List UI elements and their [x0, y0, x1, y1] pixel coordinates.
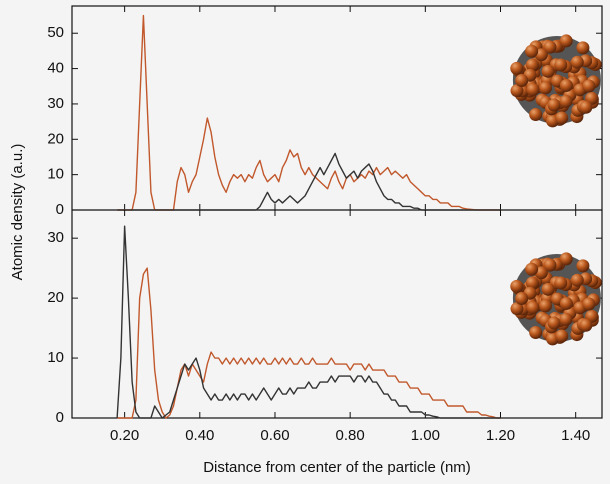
particle-atom	[526, 83, 540, 97]
particle-atom	[525, 276, 539, 290]
particle-atom	[555, 111, 569, 125]
particle-atom	[570, 55, 584, 69]
particle-atom	[576, 259, 590, 273]
particle-atom	[579, 318, 593, 332]
x-tick-label: 1.20	[486, 427, 515, 444]
particle-atom	[510, 84, 524, 98]
particle-atom	[539, 81, 553, 95]
particle-atom	[539, 299, 553, 313]
particle-atom	[582, 297, 596, 311]
particle-atom	[582, 79, 596, 93]
particle-atom	[559, 78, 573, 92]
particle-atom	[576, 41, 590, 55]
data-line	[117, 14, 501, 211]
particle-atom	[554, 276, 568, 290]
y-tick-label: 10	[47, 166, 64, 183]
y-tick-label: 30	[47, 229, 64, 246]
particle-atom	[541, 282, 555, 296]
x-tick-label: 0.40	[185, 427, 214, 444]
particle-atom	[510, 279, 524, 293]
y-tick-label: 50	[47, 24, 64, 41]
particle-atom	[559, 312, 573, 326]
x-axis-label: Distance from center of the particle (nm…	[203, 459, 471, 476]
y-tick-label: 0	[56, 201, 64, 218]
particle-atom	[525, 58, 539, 72]
x-tick-label: 1.00	[411, 427, 440, 444]
y-tick-label: 20	[47, 130, 64, 147]
particle-atom	[526, 301, 540, 315]
data-line	[116, 225, 501, 419]
particle-atom	[515, 74, 529, 88]
particle-atom	[525, 262, 539, 276]
particle-atom	[515, 292, 529, 306]
particle-atom	[547, 316, 561, 330]
particle-atom	[559, 34, 573, 48]
x-tick-label: 0.80	[336, 427, 365, 444]
particle-atom	[579, 100, 593, 114]
x-tick-label: 0.60	[260, 427, 289, 444]
particle-atom	[525, 44, 539, 58]
x-tick-label: 1.40	[561, 427, 590, 444]
particle-atom	[570, 273, 584, 287]
particle-atom	[559, 94, 573, 108]
particle-atom	[510, 302, 524, 316]
particle-atom	[554, 58, 568, 72]
particle-atom	[541, 64, 555, 78]
data-line	[117, 267, 501, 419]
x-tick-label: 0.20	[110, 427, 139, 444]
y-tick-label: 40	[47, 60, 64, 77]
data-line	[117, 152, 501, 211]
y-tick-label: 0	[56, 409, 64, 426]
particle-atom	[555, 329, 569, 343]
y-tick-label: 20	[47, 289, 64, 306]
particle-atom	[559, 296, 573, 310]
particle-atom	[543, 40, 557, 54]
y-axis-label: Atomic density (a.u.)	[9, 144, 26, 281]
particle-atom	[559, 252, 573, 266]
particle-atom	[543, 258, 557, 272]
y-tick-label: 10	[47, 349, 64, 366]
particle-atom	[547, 98, 561, 112]
particle-atom	[529, 326, 543, 340]
y-tick-label: 30	[47, 95, 64, 112]
plot-frame	[71, 5, 603, 419]
particle-atom	[529, 108, 543, 122]
particle-atom	[510, 61, 524, 75]
